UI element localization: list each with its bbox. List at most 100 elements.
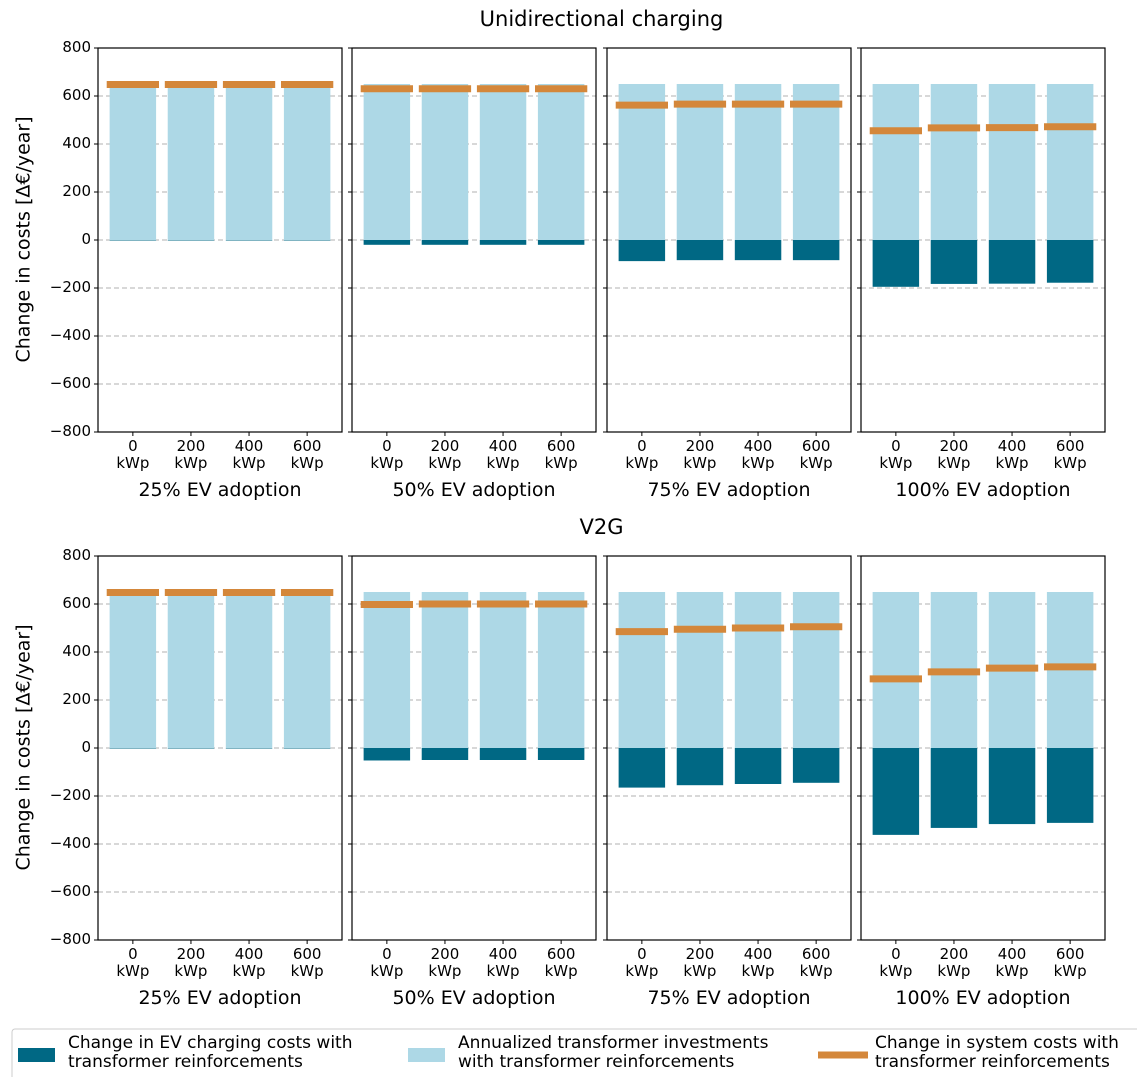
bar — [537, 748, 585, 760]
bar — [1046, 748, 1094, 823]
x-tick-label: 200 kWp — [937, 437, 971, 472]
bar — [676, 84, 724, 240]
legend-box — [11, 1028, 1137, 1077]
bar — [792, 240, 840, 261]
plot-frame — [606, 555, 852, 941]
y-tick-label: 400 — [62, 134, 91, 152]
bar — [734, 84, 782, 240]
x-tick-label: 600 kWp — [544, 437, 578, 472]
y-tick-label: −800 — [49, 930, 91, 948]
x-tick-label: 0 kWp — [116, 437, 150, 472]
plot-frame — [97, 555, 343, 941]
bar — [225, 592, 273, 748]
row-title: V2G — [579, 515, 624, 539]
bar — [225, 748, 273, 749]
y-tick-label: 800 — [62, 38, 91, 56]
bar — [167, 84, 215, 240]
x-tick-label: 600 kWp — [290, 437, 324, 472]
bar — [792, 592, 840, 748]
bar — [363, 592, 411, 748]
x-tick-label: 0 kWp — [116, 945, 150, 980]
x-tick-label: 200 kWp — [683, 437, 717, 472]
bar — [421, 240, 469, 245]
x-tick-label: 0 kWp — [625, 945, 659, 980]
x-tick-label: 600 kWp — [1053, 437, 1087, 472]
x-tick-label: 0 kWp — [879, 945, 913, 980]
x-tick-label: 600 kWp — [799, 945, 833, 980]
y-tick-label: −400 — [49, 834, 91, 852]
y-axis-label: Change in costs [Δ€/year] — [12, 116, 35, 363]
x-tick-label: 200 kWp — [174, 437, 208, 472]
bar — [872, 84, 920, 240]
bar — [363, 84, 411, 240]
x-tick-label: 200 kWp — [428, 945, 462, 980]
plot-frame — [860, 555, 1106, 941]
x-axis-label: 50% EV adoption — [392, 479, 556, 501]
bar — [930, 240, 978, 284]
plot-frame — [606, 47, 852, 433]
bar — [792, 84, 840, 240]
legend-swatch — [18, 1048, 55, 1062]
bar — [109, 240, 157, 241]
y-tick-label: 0 — [81, 738, 91, 756]
plot-frame — [351, 47, 597, 433]
x-tick-label: 400 kWp — [232, 437, 266, 472]
x-tick-label: 400 kWp — [995, 437, 1029, 472]
bar — [618, 84, 666, 240]
bar — [479, 592, 527, 748]
legend-swatch — [408, 1048, 445, 1062]
bar — [1046, 84, 1094, 240]
x-tick-label: 400 kWp — [232, 945, 266, 980]
bar — [479, 84, 527, 240]
bar — [988, 84, 1036, 240]
bar — [225, 84, 273, 240]
x-tick-label: 200 kWp — [937, 945, 971, 980]
x-tick-label: 400 kWp — [741, 945, 775, 980]
bar — [988, 240, 1036, 284]
bar — [676, 240, 724, 261]
bar — [792, 748, 840, 783]
plot-frame — [860, 47, 1106, 433]
bar — [109, 592, 157, 748]
x-tick-label: 400 kWp — [995, 945, 1029, 980]
y-tick-label: −600 — [49, 882, 91, 900]
bar — [109, 748, 157, 749]
x-axis-label: 100% EV adoption — [895, 987, 1071, 1009]
x-axis-label: 75% EV adoption — [647, 987, 811, 1009]
bar — [734, 592, 782, 748]
y-axis-label: Change in costs [Δ€/year] — [12, 624, 35, 871]
bar — [872, 748, 920, 835]
x-tick-label: 600 kWp — [799, 437, 833, 472]
x-tick-label: 0 kWp — [879, 437, 913, 472]
y-tick-label: 200 — [62, 690, 91, 708]
bar — [618, 240, 666, 262]
y-tick-label: 400 — [62, 642, 91, 660]
y-tick-label: −400 — [49, 326, 91, 344]
y-tick-label: −600 — [49, 374, 91, 392]
bar — [872, 592, 920, 748]
bar — [283, 748, 331, 749]
x-axis-label: 100% EV adoption — [895, 479, 1071, 501]
bar — [988, 748, 1036, 825]
bar — [283, 84, 331, 240]
bar — [537, 592, 585, 748]
y-tick-label: −200 — [49, 786, 91, 804]
x-axis-label: 50% EV adoption — [392, 987, 556, 1009]
plot-frame — [97, 47, 343, 433]
y-tick-label: 800 — [62, 546, 91, 564]
bar — [930, 748, 978, 828]
x-tick-label: 600 kWp — [544, 945, 578, 980]
bar — [618, 748, 666, 788]
x-tick-label: 200 kWp — [683, 945, 717, 980]
bar — [421, 748, 469, 760]
bar — [734, 748, 782, 784]
bar — [225, 240, 273, 241]
x-tick-label: 400 kWp — [486, 437, 520, 472]
x-tick-label: 200 kWp — [174, 945, 208, 980]
legend-label: Change in system costs with transformer … — [875, 1033, 1119, 1072]
bar — [479, 240, 527, 245]
bar — [109, 84, 157, 240]
x-tick-label: 0 kWp — [625, 437, 659, 472]
